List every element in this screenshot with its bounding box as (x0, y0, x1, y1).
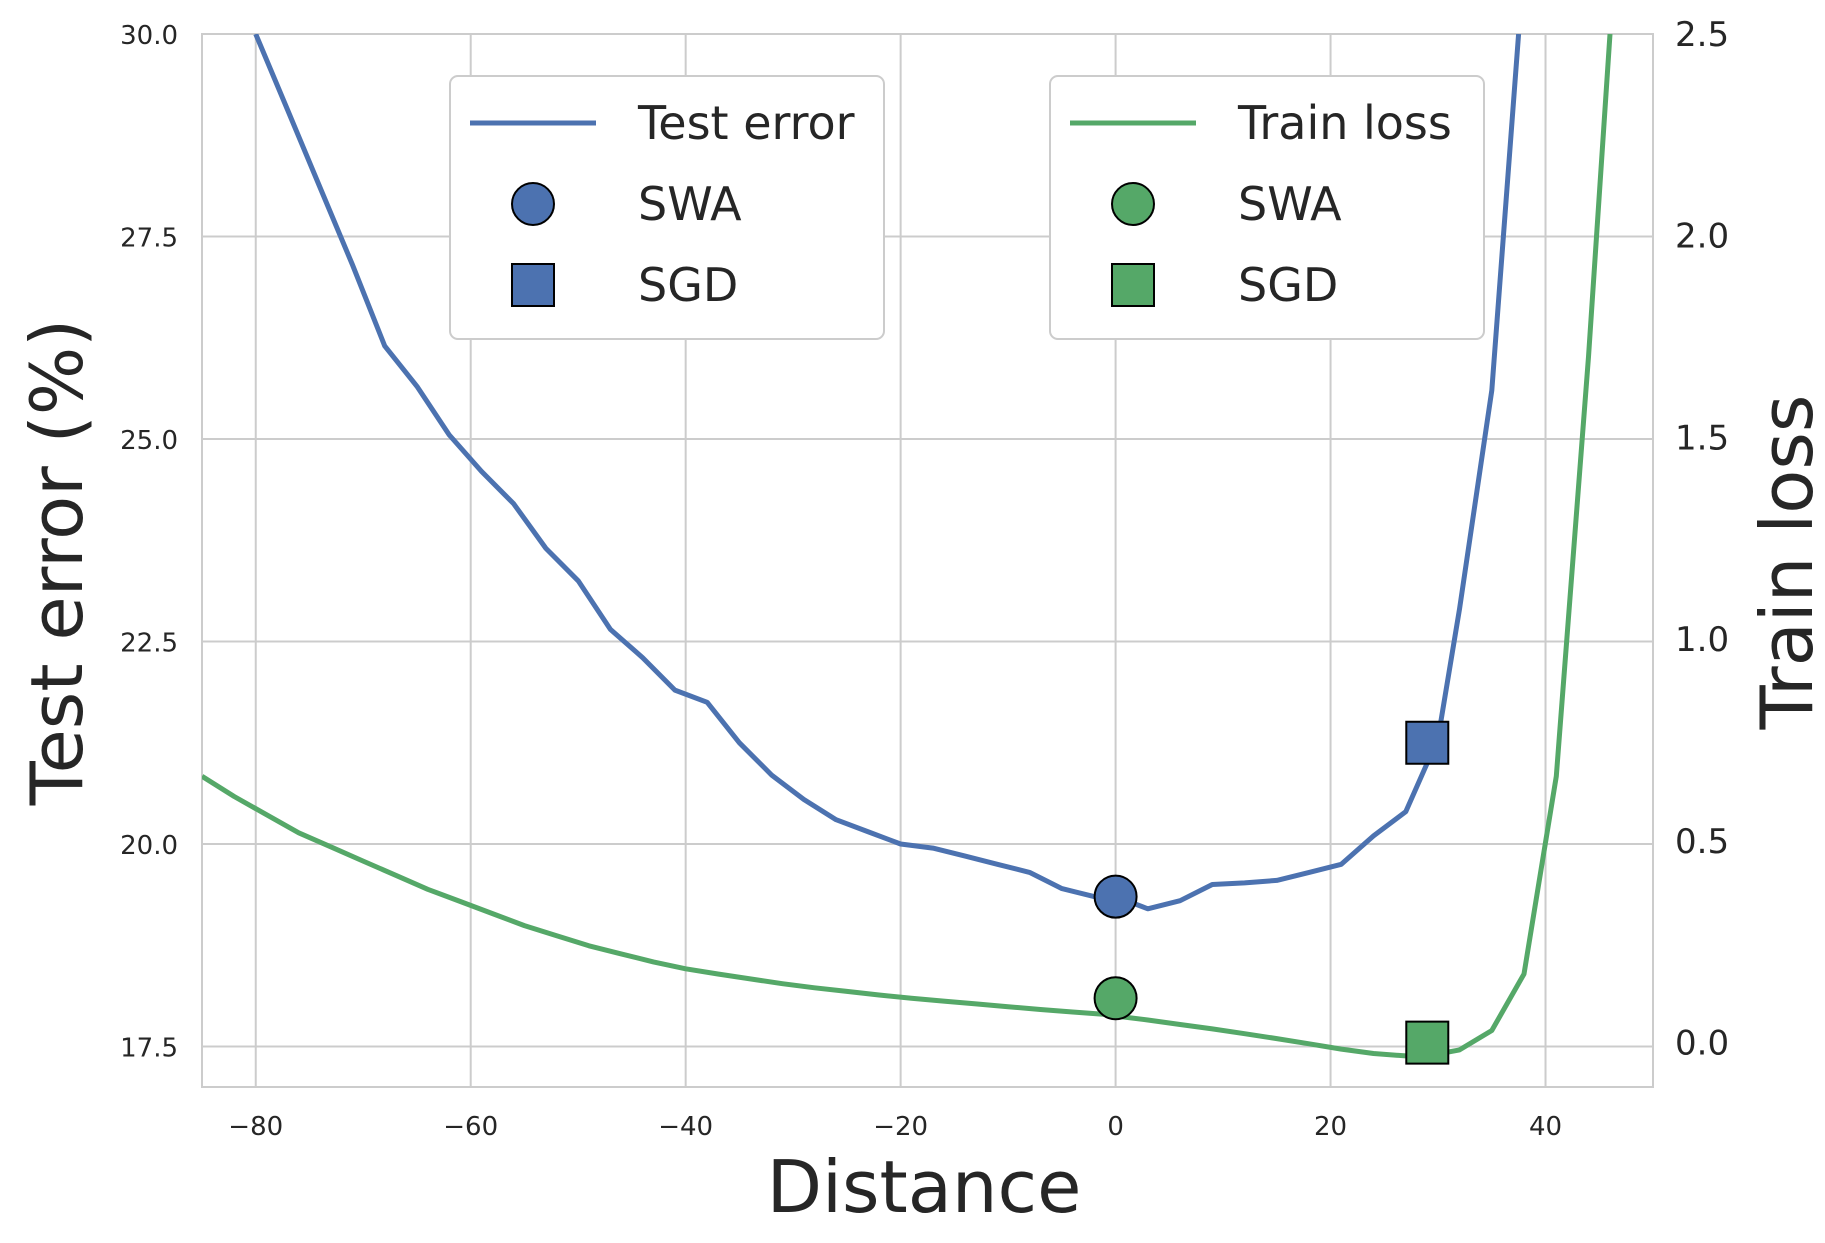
legend-label: SWA (638, 177, 742, 231)
y-left-tick-label: 20.0 (120, 831, 178, 861)
x-tick-label: −60 (443, 1112, 498, 1142)
legend-circle-swatch (1111, 182, 1155, 226)
legend-test-error: Test error SWA SGD (449, 75, 885, 340)
y-right-axis-title: Train loss (1745, 395, 1825, 731)
y-left-tick-label: 17.5 (120, 1034, 178, 1064)
x-axis-title: Distance (767, 1145, 1082, 1229)
y-right-axis-ticks: 0.0 0.5 1.0 1.5 2.0 2.5 (1675, 15, 1729, 1064)
y-right-tick-label: 2.5 (1675, 15, 1729, 55)
x-tick-label: −40 (658, 1112, 713, 1142)
y-left-tick-label: 22.5 (120, 629, 178, 659)
legend-square-swatch (511, 263, 555, 307)
legend-label: SGD (1238, 258, 1338, 312)
y-right-tick-label: 1.0 (1675, 620, 1729, 660)
legend-label: Train loss (1237, 96, 1452, 150)
train-loss-line (202, 34, 1613, 1059)
legend-box (1049, 75, 1485, 340)
y-left-tick-label: 25.0 (120, 426, 178, 456)
y-left-axis-title: Test error (%) (15, 319, 99, 806)
plot-frame (201, 33, 1654, 1088)
legend-layer: Test error SWA SGD Train loss SWA SGD (449, 75, 1485, 340)
legend-train-loss: Train loss SWA SGD (1049, 75, 1485, 340)
legend-box (449, 75, 885, 340)
x-tick-label: 0 (1107, 1112, 1124, 1142)
x-tick-label: −20 (873, 1112, 928, 1142)
test-error-swa-marker (1093, 874, 1138, 919)
series-layer (202, 34, 1613, 1059)
test-error-sgd-marker (1405, 720, 1450, 765)
marker-layer (1093, 720, 1450, 1065)
y-left-tick-label: 30.0 (120, 21, 178, 51)
train-loss-sgd-marker (1405, 1020, 1450, 1065)
legend-square-swatch (1111, 263, 1155, 307)
legend-label: SWA (1238, 177, 1342, 231)
x-tick-label: 20 (1314, 1112, 1347, 1142)
y-right-tick-label: 2.0 (1675, 217, 1729, 257)
legend-label: SGD (638, 258, 738, 312)
y-right-tick-label: 0.0 (1675, 1024, 1729, 1064)
x-axis-ticks: −80 −60 −40 −20 0 20 40 (228, 1112, 1562, 1142)
train-loss-swa-marker (1093, 976, 1138, 1021)
test-error-line (253, 34, 1522, 912)
x-tick-label: 40 (1529, 1112, 1562, 1142)
y-right-tick-label: 0.5 (1675, 822, 1729, 862)
legend-circle-swatch (511, 182, 555, 226)
y-right-tick-label: 1.5 (1675, 418, 1729, 458)
y-left-tick-label: 27.5 (120, 224, 178, 254)
y-left-axis-ticks: 17.5 20.0 22.5 25.0 27.5 30.0 (120, 21, 178, 1064)
x-tick-label: −80 (228, 1112, 283, 1142)
legend-label: Test error (637, 96, 855, 150)
